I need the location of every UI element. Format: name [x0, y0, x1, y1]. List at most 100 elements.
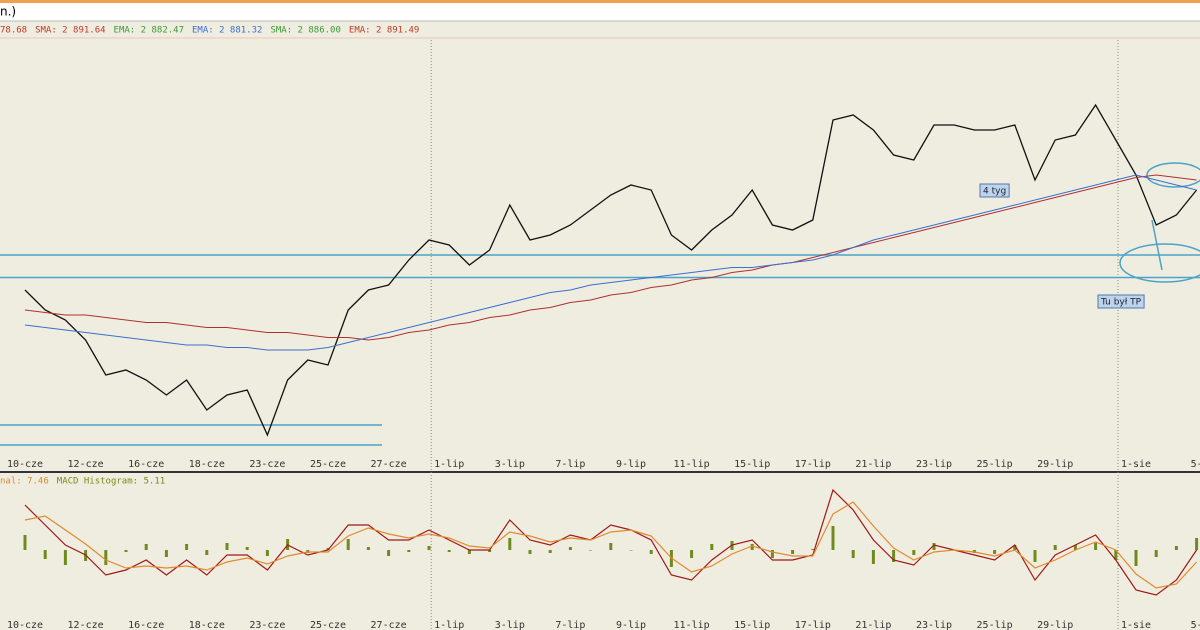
histogram-bar	[23, 535, 27, 550]
histogram-bar	[508, 538, 512, 550]
x-tick-label: 9-lip	[616, 620, 646, 630]
histogram-bar	[629, 550, 633, 551]
histogram-bar	[528, 550, 532, 554]
x-tick-label: 23-cze	[249, 459, 285, 470]
x-tick-label: 23-lip	[916, 459, 952, 470]
histogram-bar	[710, 544, 714, 550]
x-tick-label: 15-lip	[734, 620, 770, 630]
histogram-bar	[366, 547, 370, 550]
legend-item: MACD Histogram: 5.11	[57, 477, 165, 487]
histogram-bar	[1154, 550, 1158, 557]
price-line	[24, 174, 1197, 351]
histogram-bar	[63, 550, 67, 565]
histogram-bar	[447, 550, 451, 552]
histogram-bar	[346, 539, 350, 550]
histogram-bar	[43, 550, 47, 559]
histogram-bar	[185, 544, 189, 550]
legend-item: 78.68	[0, 26, 27, 36]
price-line	[24, 103, 1198, 437]
histogram-bar	[144, 544, 148, 550]
histogram-bar	[811, 549, 815, 550]
histogram-bar	[851, 550, 855, 558]
arrow-line	[1151, 219, 1163, 271]
annotation-box	[979, 183, 1010, 198]
histogram-bar	[326, 548, 330, 550]
histogram-bar	[750, 544, 754, 550]
x-tick-label: 3-lip	[495, 620, 525, 630]
x-tick-label: 18-cze	[189, 459, 225, 470]
x-tick-label: 12-cze	[68, 459, 104, 470]
legend-item: EMA: 2 881.32	[192, 26, 262, 36]
annotation: 4 tyg	[983, 187, 1006, 197]
x-tick-label: 1-sie	[1121, 620, 1151, 630]
x-tick-label: 25-cze	[310, 620, 346, 630]
histogram-bar	[1073, 545, 1077, 550]
histogram-bar	[791, 550, 795, 554]
x-tick-label: 27-cze	[371, 620, 407, 630]
signal-line	[24, 501, 1198, 589]
histogram-bar	[892, 550, 896, 562]
histogram-bar	[427, 546, 431, 550]
histogram-bar	[205, 550, 209, 555]
x-tick-label: 17-lip	[795, 459, 831, 470]
histogram-bar	[1033, 550, 1037, 562]
x-tick-label: 11-lip	[674, 620, 710, 630]
histogram-bar	[1094, 543, 1098, 550]
legend-item: nal: 7.46	[0, 477, 49, 487]
x-tick-label: 18-cze	[189, 620, 225, 630]
annotation-box	[1097, 294, 1145, 309]
x-tick-label: 25-lip	[977, 459, 1013, 470]
histogram-bar	[589, 550, 593, 551]
histogram-bar	[1195, 538, 1199, 550]
price-line	[24, 174, 1197, 341]
histogram-bar	[912, 550, 916, 555]
x-tick-label: 1-lip	[434, 620, 464, 630]
x-tick-label: 5-	[1191, 620, 1200, 630]
legend-item: EMA: 2 891.49	[349, 26, 419, 36]
x-tick-label: 7-lip	[555, 620, 585, 630]
x-tick-label: 21-lip	[855, 459, 891, 470]
histogram-bar	[831, 526, 835, 550]
x-tick-label: 10-cze	[7, 620, 43, 630]
histogram-bar	[871, 550, 875, 564]
x-tick-label: 1-lip	[434, 459, 464, 470]
histogram-bar	[690, 550, 694, 558]
histogram-bar	[467, 550, 471, 554]
macd-line	[24, 488, 1198, 596]
histogram-bar	[104, 550, 108, 565]
histogram-bar	[265, 550, 269, 556]
title-bar	[0, 3, 1200, 21]
ellipse	[1119, 243, 1200, 283]
histogram-bar	[649, 550, 653, 554]
x-tick-label: 12-cze	[68, 620, 104, 630]
legend-item: SMA: 2 886.00	[270, 26, 340, 36]
x-tick-label: 21-lip	[855, 620, 891, 630]
x-tick-label: 9-lip	[616, 459, 646, 470]
x-tick-label: 1-sie	[1121, 459, 1151, 470]
legend-item: EMA: 2 882.47	[114, 26, 184, 36]
histogram-bar	[548, 550, 552, 553]
top-bar	[0, 0, 1200, 3]
histogram-bar	[245, 547, 249, 550]
ellipse	[1146, 162, 1200, 188]
x-tick-label: 5-	[1191, 459, 1200, 470]
histogram-bar	[124, 550, 128, 552]
histogram-bar	[993, 550, 997, 554]
histogram-bar	[164, 550, 168, 557]
x-tick-label: 27-cze	[371, 459, 407, 470]
x-tick-label: 25-lip	[977, 620, 1013, 630]
x-tick-label: 7-lip	[555, 459, 585, 470]
histogram-bar	[1114, 550, 1118, 560]
x-tick-label: 3-lip	[495, 459, 525, 470]
window-title: n.)	[0, 5, 16, 19]
x-tick-label: 10-cze	[7, 459, 43, 470]
histogram-bar	[1134, 550, 1138, 566]
histogram-bar	[488, 550, 492, 552]
histogram-bar	[1053, 545, 1057, 550]
x-tick-label: 17-lip	[795, 620, 831, 630]
x-tick-label: 23-cze	[249, 620, 285, 630]
x-tick-label: 25-cze	[310, 459, 346, 470]
histogram-bar	[387, 550, 391, 556]
